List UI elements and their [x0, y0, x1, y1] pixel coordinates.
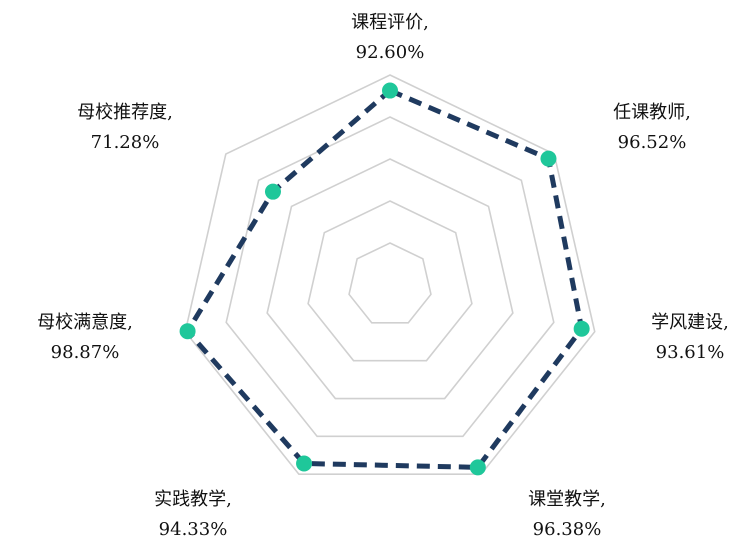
grid-layer [184, 74, 596, 476]
data-point-1 [382, 82, 398, 99]
axis-label-6: 母校满意度, [37, 312, 133, 333]
value-label-2: 96.52% [618, 132, 687, 153]
axis-label-3: 学风建设, [651, 312, 729, 333]
data-point-6 [179, 323, 196, 340]
data-point-4 [469, 459, 486, 476]
axis-label-7: 母校推荐度, [77, 102, 173, 123]
data-point-2 [540, 150, 557, 167]
data-point-5 [296, 455, 313, 472]
grid-ring-4 [225, 116, 555, 438]
series-line [185, 88, 585, 470]
data-point-7 [264, 183, 281, 200]
value-label-7: 71.28% [91, 132, 160, 153]
axis-label-5: 实践教学, [154, 489, 232, 510]
grid-ring-3 [266, 158, 514, 400]
grid-ring-2 [307, 200, 473, 362]
axis-label-1: 课程评价, [351, 12, 429, 33]
value-label-6: 98.87% [51, 342, 120, 363]
grid-ring-5 [184, 74, 596, 476]
series-layer [179, 82, 590, 476]
value-label-4: 96.38% [533, 519, 602, 540]
value-label-3: 93.61% [656, 342, 725, 363]
value-label-5: 94.33% [159, 519, 228, 540]
axis-label-4: 课堂教学, [528, 489, 606, 510]
grid-ring-1 [348, 242, 432, 324]
label-layer: 课程评价, 92.60% 任课教师, 96.52% 学风建设, 93.61% 课堂教学, 96… [37, 12, 729, 540]
value-label-1: 92.60% [356, 42, 425, 63]
data-point-3 [573, 320, 590, 337]
axis-label-2: 任课教师, [613, 102, 691, 123]
